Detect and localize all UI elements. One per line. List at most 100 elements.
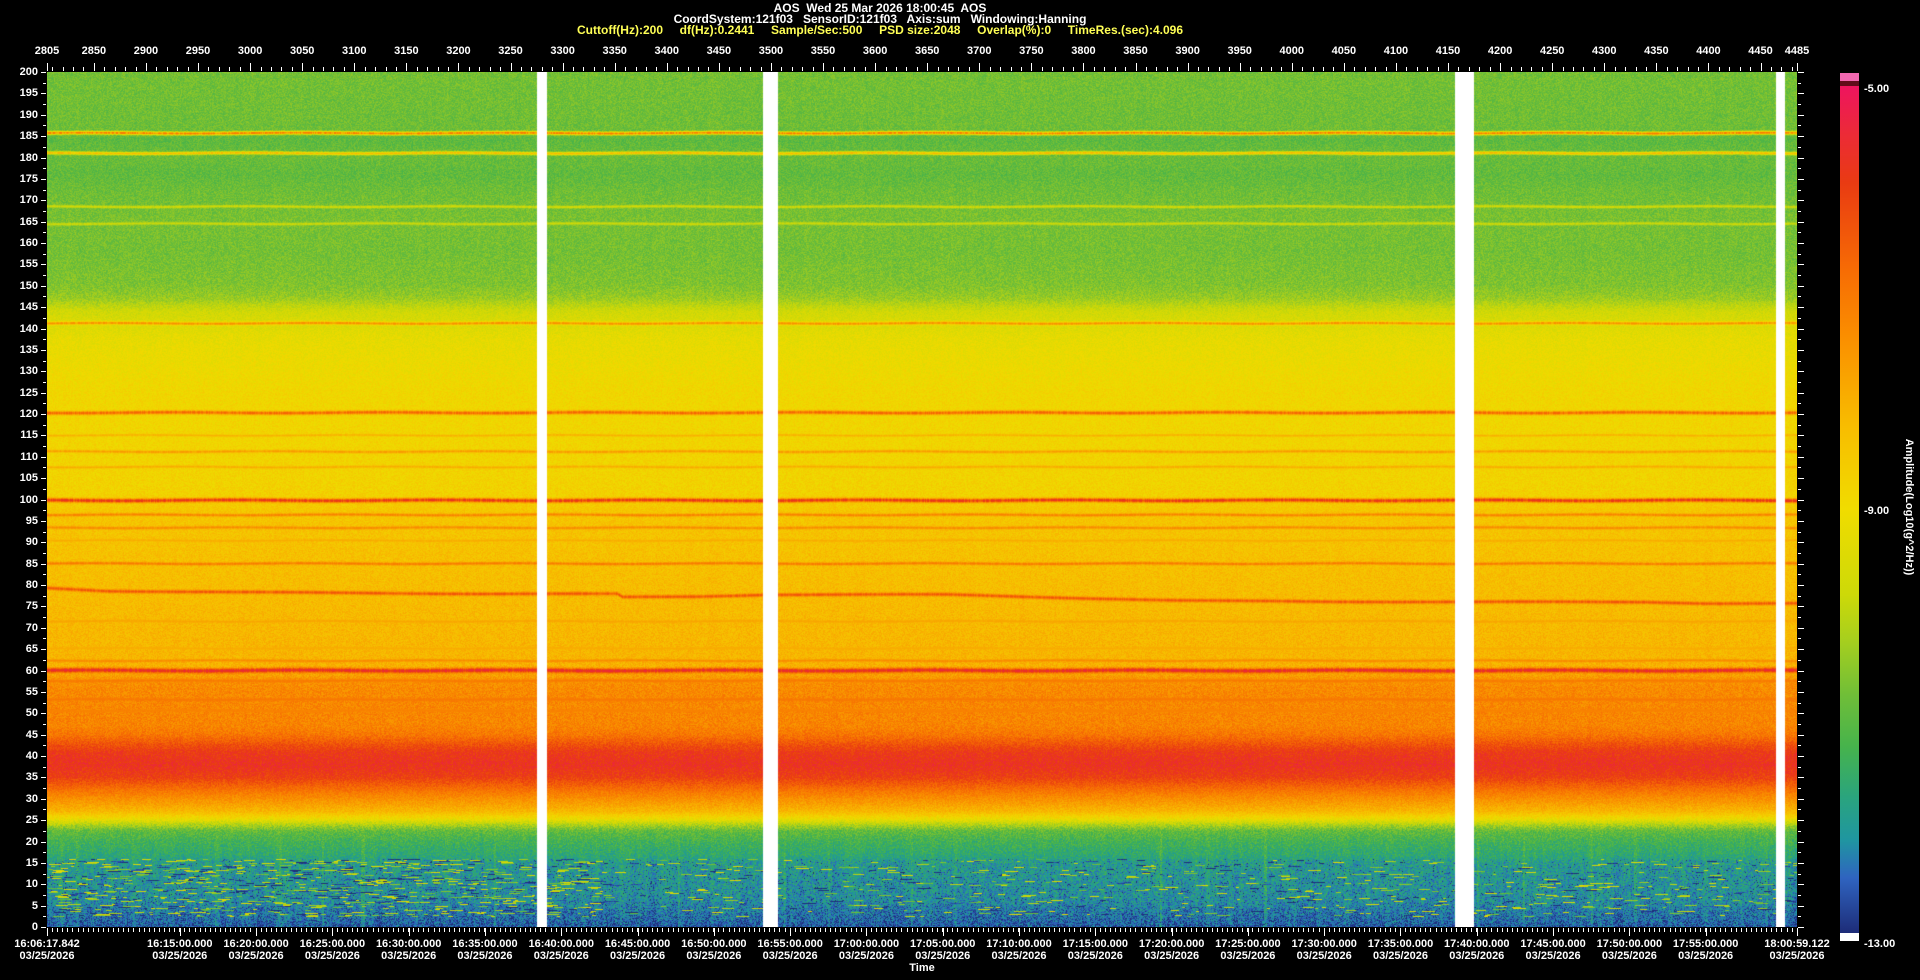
time-axis-minor-tick [139,928,140,932]
right-axis-tick [1798,158,1804,159]
time-axis-minor-tick [57,928,58,932]
time-axis-minor-tick [1741,928,1742,932]
time-axis-date: 03/25/2026 [1220,950,1276,962]
time-axis-minor-tick [1171,928,1172,932]
time-axis-minor-tick [851,928,852,932]
freq-axis-tick [41,115,46,116]
spectrogram-canvas[interactable] [47,72,1797,927]
time-axis-minor-tick [901,928,902,932]
time-axis-minor-tick [256,928,257,932]
freq-axis-minor-tick [43,553,46,554]
freq-axis-label: 5 [31,900,38,912]
time-axis-minor-tick [215,928,216,932]
top-axis-tick [875,63,876,71]
time-axis-date: 03/25/2026 [1296,950,1352,962]
time-axis-minor-tick [1624,928,1625,932]
time-axis-tick [1019,928,1020,936]
time-axis-tick [1477,928,1478,936]
right-axis-minor-tick [1798,168,1801,169]
header-acquisition-params: Cuttoff(Hz):200 df(Hz):0.2441 Sample/Sec… [577,23,1183,37]
time-axis-minor-tick [693,928,694,932]
time-axis-label: 17:45:00.000 [1520,938,1586,950]
right-axis-tick [1798,777,1804,778]
freq-axis-label: 200 [19,66,38,78]
time-axis-minor-tick [856,928,857,932]
time-axis-minor-tick [678,928,679,932]
freq-axis-label: 60 [25,665,38,677]
time-axis-minor-tick [1547,928,1548,932]
top-axis-minor-tick [1177,67,1178,71]
time-axis-date: 03/25/2026 [228,950,284,962]
freq-axis-label: 0 [31,921,38,933]
top-axis-label: 3550 [810,45,836,57]
time-axis-date: 03/25/2026 [304,950,360,962]
time-axis-label: 17:50:00.000 [1596,938,1663,950]
top-axis-minor-tick [917,67,918,71]
time-axis-minor-tick [952,928,953,932]
top-axis-minor-tick [1740,67,1741,71]
top-axis-minor-tick [865,67,866,71]
right-axis-minor-tick [1798,318,1801,319]
time-axis-minor-tick [998,928,999,932]
time-axis-minor-tick [1720,928,1721,932]
time-axis-minor-tick [1110,928,1111,932]
time-axis-minor-tick [1029,928,1030,932]
freq-axis-minor-tick [43,190,46,191]
time-axis-minor-tick [652,928,653,932]
time-axis-minor-tick [1349,928,1350,932]
time-axis-minor-tick [1380,928,1381,932]
time-axis-minor-tick [123,928,124,932]
top-axis-label: 3200 [446,45,471,57]
time-axis-date: 03/25/2026 [1769,950,1825,962]
time-axis-minor-tick [764,928,765,932]
time-axis-tick [866,928,867,936]
time-axis-minor-tick [490,928,491,932]
freq-axis-minor-tick [43,809,46,810]
time-axis-minor-tick [1756,928,1757,932]
time-axis-label: 16:50:00.000 [681,938,747,950]
time-axis-minor-tick [1461,928,1462,932]
freq-axis-minor-tick [43,275,46,276]
time-axis-minor-tick [469,928,470,932]
time-axis-minor-tick [1263,928,1264,932]
right-axis-tick [1798,457,1804,458]
time-axis-minor-tick [357,928,358,932]
top-axis-minor-tick [104,67,105,71]
top-axis-minor-tick [1615,67,1616,71]
top-axis-tick [406,63,407,71]
time-axis-minor-tick [571,928,572,932]
time-axis-minor-tick [500,928,501,932]
time-axis-minor-tick [1034,928,1035,932]
time-axis-minor-tick [1553,928,1554,932]
time-axis-minor-tick [281,928,282,932]
right-axis-tick [1798,756,1804,757]
time-axis-minor-tick [1181,928,1182,932]
time-axis-minor-tick [581,928,582,932]
time-axis-minor-tick [1507,928,1508,932]
time-axis-minor-tick [1191,928,1192,932]
freq-axis-minor-tick [43,382,46,383]
time-axis-minor-tick [189,928,190,932]
top-axis-label: 2805 [34,45,60,57]
freq-axis-tick [41,478,46,479]
right-axis-minor-tick [1798,553,1801,554]
time-axis-minor-tick [1003,928,1004,932]
time-axis-minor-tick [296,928,297,932]
freq-axis-tick [41,307,46,308]
freq-axis-tick [41,435,46,436]
right-axis-minor-tick [1798,788,1801,789]
top-axis-label: 3300 [550,45,575,57]
time-axis-minor-tick [1247,928,1248,932]
time-axis-minor-tick [67,928,68,932]
right-axis-minor-tick [1798,339,1801,340]
time-axis-minor-tick [1369,928,1370,932]
top-axis-tick [1552,63,1553,71]
time-axis-minor-tick [1451,928,1452,932]
top-axis-minor-tick [500,67,501,71]
top-axis-minor-tick [1688,67,1689,71]
top-axis-minor-tick [1021,67,1022,71]
top-axis-minor-tick [1146,67,1147,71]
time-axis-minor-tick [1629,928,1630,932]
freq-axis-tick [41,927,46,928]
time-axis-date: 03/25/2026 [915,950,971,962]
